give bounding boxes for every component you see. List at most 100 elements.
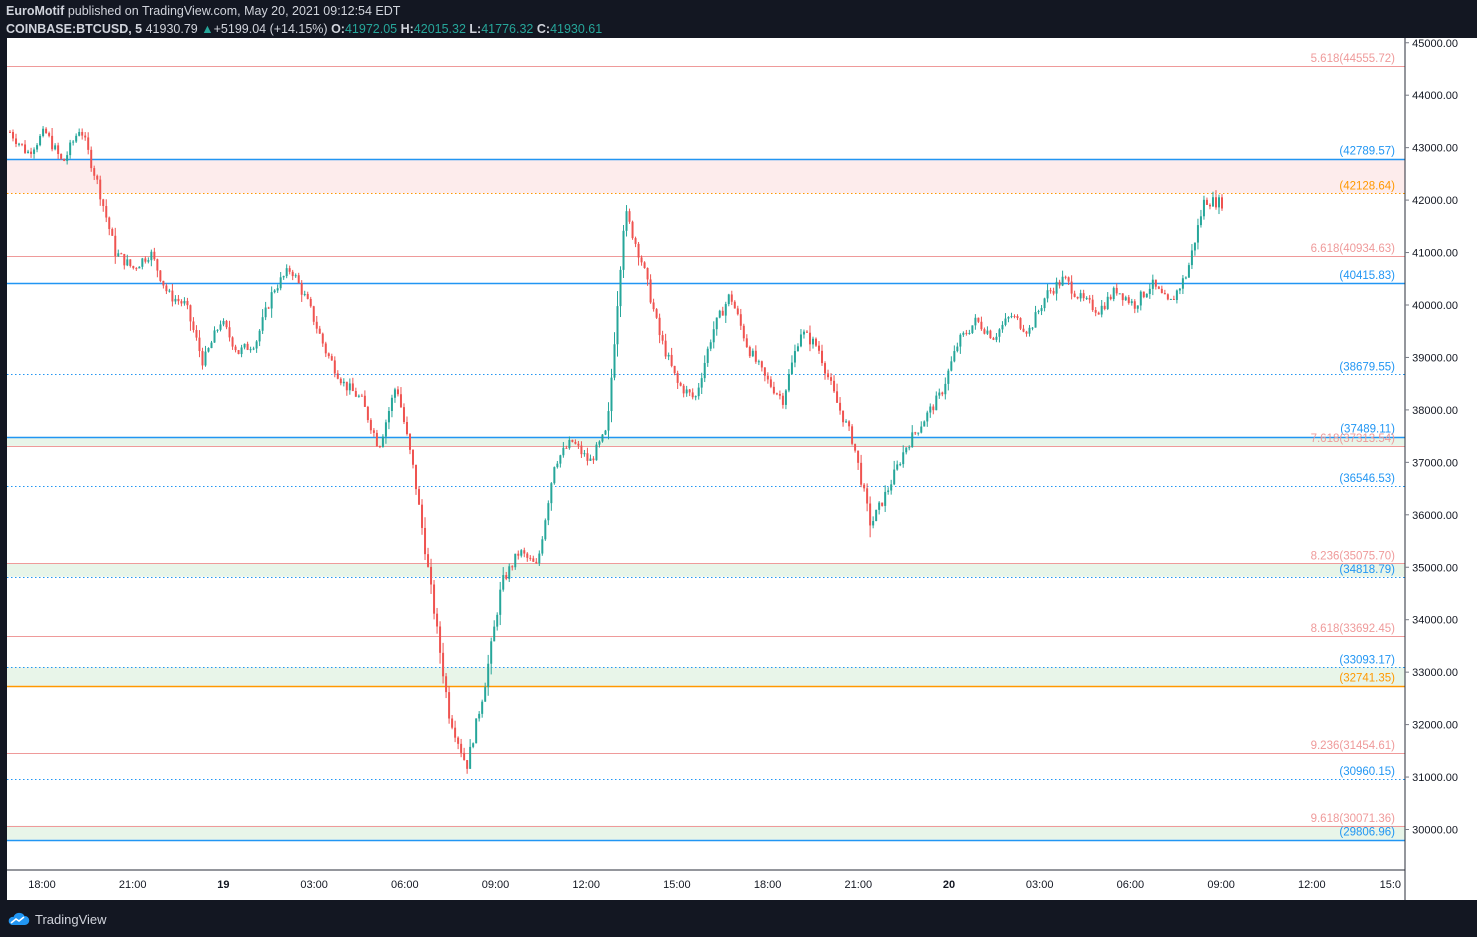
time-axis-ticks[interactable]: 18:00 21:00 19 03:00 06:00 09:00 12:00 15:00 18:…	[28, 879, 1401, 891]
candle	[676, 370, 679, 389]
candle-body	[541, 539, 544, 554]
candle	[201, 347, 204, 370]
candle-body	[565, 447, 568, 449]
candle-body	[938, 392, 941, 396]
price-tick-label: 42000.00	[1412, 195, 1458, 207]
candle	[243, 343, 246, 350]
price-tick-label: 39000.00	[1412, 352, 1458, 364]
candle-body	[424, 527, 427, 555]
candle-body	[222, 320, 225, 325]
candle	[1034, 305, 1037, 328]
candle-body	[772, 386, 775, 394]
candle-body	[54, 145, 57, 150]
candle	[240, 344, 243, 358]
candle	[799, 329, 802, 348]
candle	[1148, 284, 1151, 299]
candle	[688, 388, 691, 397]
candle	[466, 759, 469, 774]
candle-body	[769, 379, 772, 387]
candle-body	[60, 153, 63, 159]
candle-body	[108, 217, 111, 230]
price-change: +5199.04 (+14.15%)	[213, 22, 328, 36]
candle	[781, 392, 784, 409]
candle-body	[989, 330, 992, 339]
candle	[830, 373, 833, 385]
candle	[706, 346, 709, 367]
candle-body	[905, 447, 908, 453]
candle	[905, 447, 908, 455]
candle-body	[1043, 298, 1046, 309]
candle-body	[502, 575, 505, 590]
candle	[496, 612, 499, 631]
candle	[1049, 287, 1052, 294]
candle-body	[132, 265, 135, 269]
candle-body	[935, 395, 938, 411]
candle	[790, 355, 793, 375]
candle-body	[929, 406, 932, 413]
candle	[1004, 313, 1007, 327]
candle	[652, 298, 655, 312]
candle-body	[87, 137, 90, 150]
price-tick-label: 43000.00	[1412, 143, 1458, 155]
candle	[396, 386, 399, 397]
candle-body	[685, 389, 688, 394]
candle	[712, 321, 715, 349]
candle	[1208, 203, 1211, 210]
candle	[210, 340, 213, 349]
level-labels: 5.618(44555.72) (42789.57) (42128.64) 6.618…	[1311, 53, 1396, 839]
candle-body	[1019, 318, 1022, 329]
candle-body	[1022, 328, 1025, 332]
candle	[448, 685, 451, 724]
level-label-14: 9.236(31454.61)	[1311, 740, 1396, 752]
author-name[interactable]: EuroMotif	[6, 4, 65, 18]
candle-body	[321, 333, 324, 344]
candle-body	[682, 385, 685, 394]
candle-body	[490, 641, 493, 664]
candle	[357, 394, 360, 398]
candle-body	[748, 347, 751, 357]
candle-body	[63, 158, 66, 161]
candle	[1187, 262, 1190, 278]
candle	[402, 403, 405, 425]
candle-body	[977, 317, 980, 322]
candle	[21, 143, 24, 147]
candle-body	[908, 447, 911, 449]
candle-body	[300, 283, 303, 295]
candle-body	[342, 381, 345, 384]
candle	[914, 431, 917, 435]
candle-body	[1103, 305, 1106, 309]
candle-body	[1106, 296, 1109, 309]
candle-body	[727, 294, 730, 305]
candle-body	[366, 406, 369, 421]
candle-body	[1085, 297, 1088, 299]
candle-body	[312, 306, 315, 322]
candle	[219, 320, 222, 332]
candle-body	[830, 377, 833, 381]
candle-body	[433, 584, 436, 614]
candle-body	[730, 294, 733, 302]
high-value: 42015.32	[413, 22, 466, 36]
candle-body	[156, 259, 159, 271]
candle-body	[1127, 297, 1130, 304]
candle-body	[842, 410, 845, 423]
candle-body	[57, 145, 60, 154]
candle-body	[1187, 265, 1190, 278]
candle	[646, 267, 649, 286]
candle-body	[276, 288, 279, 291]
candle	[998, 328, 1001, 343]
candle	[595, 442, 598, 461]
candle-body	[421, 504, 424, 528]
candle	[956, 342, 959, 353]
candle-body	[48, 133, 51, 136]
candle-body	[99, 179, 102, 200]
tradingview-logo[interactable]: TradingView	[6, 908, 107, 930]
candle-body	[390, 397, 393, 411]
price-axis[interactable]	[1405, 38, 1477, 900]
candle-body	[814, 338, 817, 346]
level-label-9: 8.236(35075.70)	[1311, 550, 1396, 562]
candle-body	[240, 347, 243, 355]
candle-body	[950, 361, 953, 371]
candle	[234, 344, 237, 353]
candle-body	[1115, 287, 1118, 294]
